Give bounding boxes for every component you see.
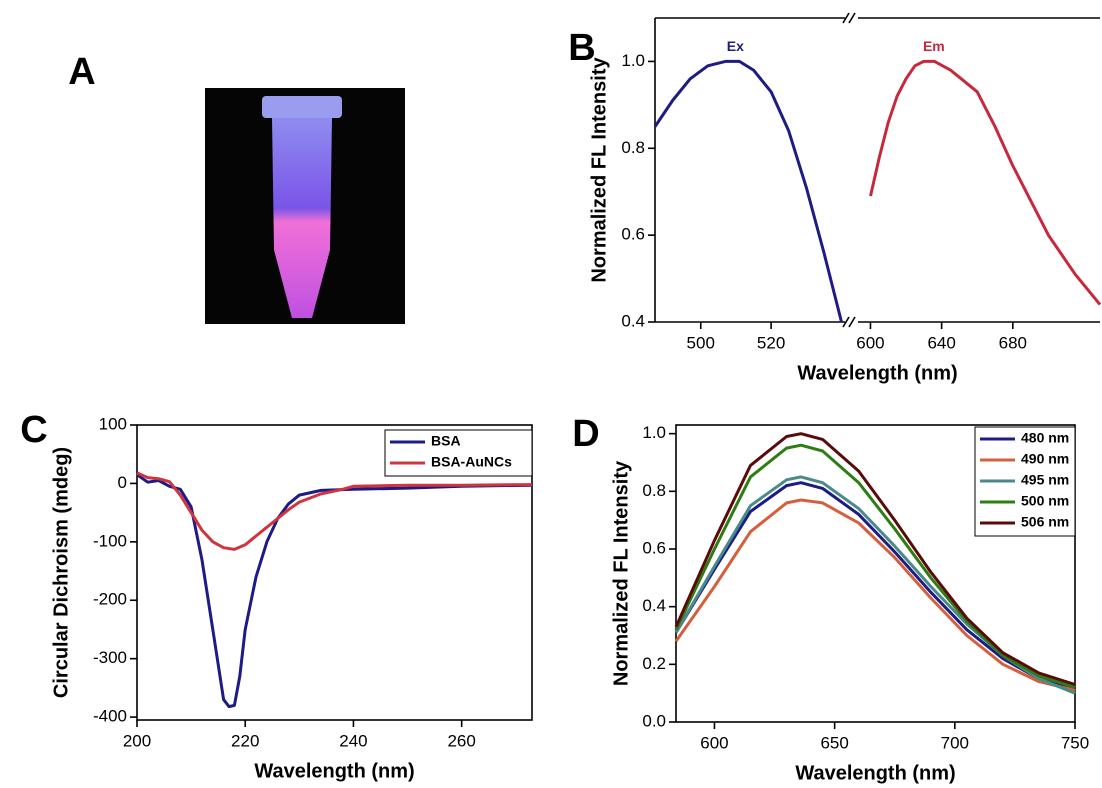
x-tick-label: 650	[820, 733, 848, 752]
y-tick-label: 1.0	[642, 423, 666, 442]
legend-label: 490 nm	[1021, 451, 1069, 467]
axis-break	[848, 12, 856, 24]
y-axis-label: Normalized FL Intensity	[610, 460, 632, 686]
y-tick-label: 0.4	[642, 596, 666, 615]
plot-frame	[136, 424, 533, 721]
legend-box	[384, 429, 533, 477]
y-tick-label: -200	[93, 590, 127, 609]
x-tick-label: 750	[1061, 733, 1089, 752]
legend-label: 480 nm	[1021, 430, 1069, 446]
x-tick-label: 260	[447, 731, 475, 750]
tube-cap	[262, 96, 342, 118]
data-line	[136, 473, 533, 709]
x-tick-label: 680	[999, 333, 1027, 352]
y-tick-label: 1.0	[621, 51, 645, 70]
legend-label: 506 nm	[1021, 514, 1069, 530]
legend-label: 495 nm	[1021, 472, 1069, 488]
axis-break	[842, 12, 850, 24]
y-axis-label: Normalized FL Intensity	[588, 57, 610, 283]
data-line	[674, 481, 1076, 692]
y-tick-label: -300	[93, 648, 127, 667]
legend-label: BSA	[431, 433, 461, 449]
x-axis-label: Wavelength (nm)	[797, 362, 957, 384]
x-tick-label: 600	[856, 333, 884, 352]
series-label: Ex	[727, 38, 744, 54]
y-tick-label: 0.8	[621, 138, 645, 157]
axis-break	[842, 316, 850, 328]
data-line	[674, 443, 1076, 689]
data-line	[674, 498, 1076, 692]
y-tick-label: -400	[93, 707, 127, 726]
x-tick-label: 240	[339, 731, 367, 750]
panel-label: D	[572, 413, 599, 455]
legend-label: BSA-AuNCs	[431, 454, 512, 470]
panel-label: B	[568, 27, 595, 69]
y-tick-label: 0.4	[621, 311, 645, 330]
y-tick-label: 0	[118, 473, 127, 492]
tube	[272, 118, 332, 318]
y-tick-label: -100	[93, 531, 127, 550]
y-tick-label: 0.2	[642, 654, 666, 673]
x-tick-label: 200	[123, 731, 151, 750]
data-line	[869, 59, 1102, 306]
series-label: Em	[923, 38, 945, 54]
x-tick-label: 500	[687, 333, 715, 352]
x-axis-label: Wavelength (nm)	[254, 760, 414, 782]
legend-label: 500 nm	[1021, 493, 1069, 509]
x-tick-label: 600	[700, 733, 728, 752]
photo	[205, 88, 405, 324]
panel-label: C	[20, 409, 47, 451]
x-tick-label: 220	[231, 731, 259, 750]
axis-break	[848, 316, 856, 328]
data-line	[653, 59, 843, 323]
y-tick-label: 0.8	[642, 481, 666, 500]
x-tick-label: 640	[927, 333, 955, 352]
y-tick-label: 0.6	[621, 225, 645, 244]
panel-label: A	[68, 51, 95, 93]
y-tick-label: 0.0	[642, 711, 666, 730]
plot-frame	[675, 424, 1076, 723]
y-tick-label: 100	[99, 414, 127, 433]
x-tick-label: 520	[757, 333, 785, 352]
y-axis-label: Circular Dichroism (mdeg)	[50, 447, 72, 698]
data-line	[674, 432, 1076, 686]
x-tick-label: 700	[941, 733, 969, 752]
y-tick-label: 0.6	[642, 538, 666, 557]
data-line	[136, 471, 533, 551]
x-axis-label: Wavelength (nm)	[795, 762, 955, 784]
